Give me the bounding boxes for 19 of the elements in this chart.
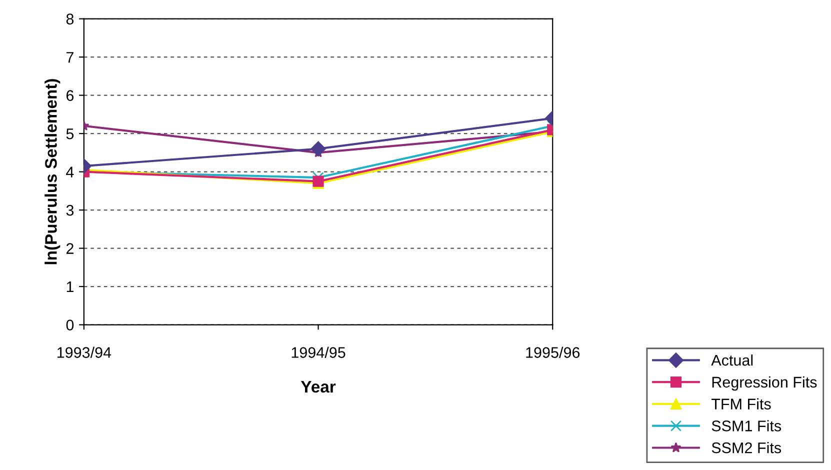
x-tick-label: 1994/95 [292, 346, 346, 358]
x-tick-label: 1995/96 [526, 346, 580, 358]
x-axis-title: Year [300, 381, 336, 393]
y-tick-label: 8 [66, 14, 74, 24]
y-tick-label: 0 [66, 320, 74, 330]
y-tick-label: 6 [66, 90, 74, 101]
y-axis-title: ln(Puerulus Settlement) [44, 79, 60, 264]
y-tick-label: 5 [66, 128, 74, 140]
y-tick-label: 3 [66, 204, 74, 216]
y-tick-label: 2 [66, 243, 74, 254]
legend-label: SSM2 Fits [712, 442, 782, 454]
legend-label: Regression Fits [712, 376, 817, 391]
x-tick-label: 1993/94 [57, 346, 112, 358]
y-tick-label: 4 [66, 166, 74, 178]
legend-label: Actual [711, 354, 753, 366]
y-tick-label: 1 [66, 282, 74, 292]
legend-label: SSM1 Fits [712, 420, 782, 432]
y-tick-label: 7 [66, 52, 74, 63]
legend-label: TFM Fits [711, 398, 771, 410]
